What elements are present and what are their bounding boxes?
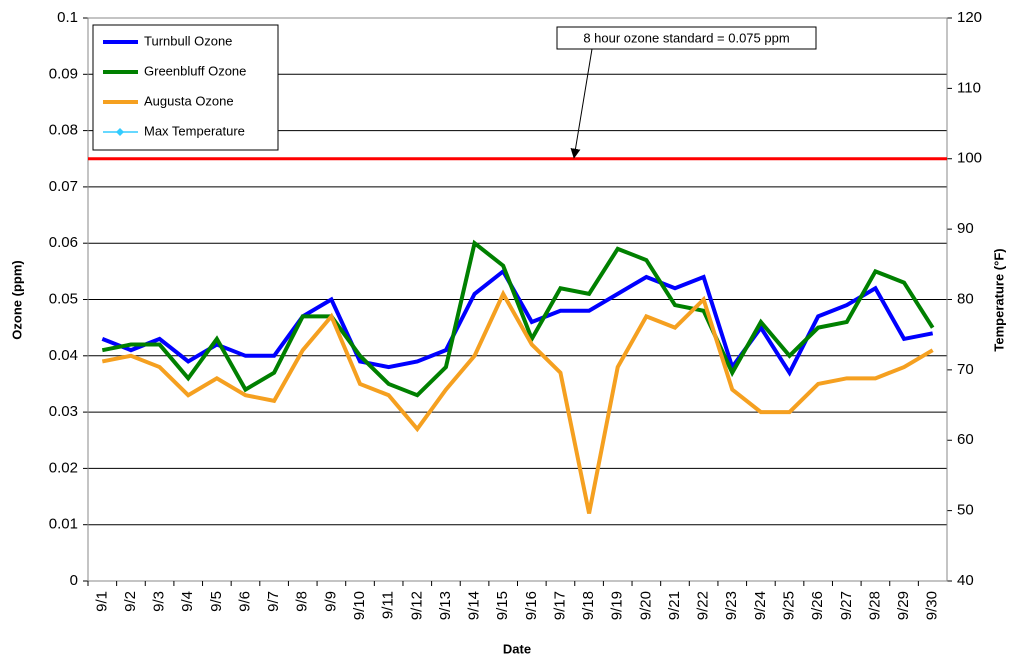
x-tick-label: 9/13: [437, 591, 454, 620]
x-tick-label: 9/24: [752, 591, 769, 620]
y-tick-label: 0.1: [57, 9, 78, 26]
x-tick-label: 9/14: [466, 591, 483, 620]
x-tick-label: 9/17: [551, 591, 568, 620]
x-tick-label: 9/16: [523, 591, 540, 620]
y-tick-label: 0.07: [49, 178, 78, 195]
legend-label: Max Temperature: [144, 123, 245, 138]
y2-tick-label: 70: [957, 361, 974, 378]
y-tick-label: 0.04: [49, 347, 78, 364]
x-axis-label: Date: [503, 641, 531, 656]
x-tick-label: 9/22: [695, 591, 712, 620]
y2-tick-label: 80: [957, 290, 974, 307]
legend-label: Augusta Ozone: [144, 93, 234, 108]
legend-box: [92, 24, 279, 151]
x-tick-label: 9/18: [580, 591, 597, 620]
x-tick-label: 9/9: [322, 591, 339, 612]
x-tick-label: 9/5: [208, 591, 225, 612]
y2-tick-label: 100: [957, 150, 982, 167]
x-tick-label: 9/26: [809, 591, 826, 620]
series-line: [101, 289, 934, 514]
x-tick-label: 9/21: [666, 591, 683, 620]
x-tick-label: 9/30: [924, 591, 941, 620]
x-tick-label: 9/1: [93, 591, 110, 612]
y-tick-label: 0: [70, 572, 78, 589]
y2-tick-label: 50: [957, 502, 974, 519]
y2-axis-label: Temperature (°F): [991, 248, 1006, 351]
annotation-box: [556, 26, 817, 50]
annotation-arrow: [570, 48, 593, 159]
x-tick-label: 9/2: [122, 591, 139, 612]
series-line: [101, 239, 935, 398]
x-tick-label: 9/28: [866, 591, 883, 620]
legend-label: Turnbull Ozone: [144, 33, 232, 48]
legend-label: Greenbluff Ozone: [144, 63, 246, 78]
x-tick-label: 9/4: [179, 591, 196, 612]
y-axis-label: Ozone (ppm): [9, 260, 24, 339]
annotation: 8 hour ozone standard = 0.075 ppm: [583, 30, 789, 45]
x-tick-label: 9/11: [380, 591, 397, 619]
y-tick-label: 0.05: [49, 290, 78, 307]
x-tick-label: 9/25: [780, 591, 797, 620]
legend: Turnbull Ozone Greenbluff Ozone Augusta Oz…: [92, 24, 279, 151]
y-tick-label: 0.03: [49, 403, 78, 420]
x-tick-label: 9/6: [236, 591, 253, 612]
x-tick-label: 9/23: [723, 591, 740, 620]
y-tick-label: 0.09: [49, 65, 78, 82]
x-tick-label: 9/29: [895, 591, 912, 620]
y2-tick-label: 40: [957, 572, 974, 589]
x-tick-label: 9/15: [494, 591, 511, 620]
legend-marker: [116, 128, 124, 136]
y2-tick-label: 60: [957, 431, 974, 448]
x-tick-label: 9/12: [408, 591, 425, 620]
x-tick-label: 9/19: [609, 591, 626, 620]
y-tick-label: 0.06: [49, 234, 78, 251]
x-tick-label: 9/27: [838, 591, 855, 620]
series-line: [101, 268, 934, 377]
x-tick-label: 9/3: [151, 591, 168, 612]
y2-tick-label: 110: [957, 79, 981, 96]
x-tick-label: 9/7: [265, 591, 282, 612]
y2-tick-label: 120: [957, 9, 982, 26]
y-tick-label: 0.01: [49, 516, 78, 533]
y-tick-label: 0.08: [49, 122, 78, 139]
y-tick-label: 0.02: [49, 459, 78, 476]
x-tick-label: 9/8: [294, 591, 311, 612]
x-tick-label: 9/10: [351, 591, 368, 620]
x-tick-label: 9/20: [637, 591, 654, 620]
y2-tick-label: 90: [957, 220, 974, 237]
